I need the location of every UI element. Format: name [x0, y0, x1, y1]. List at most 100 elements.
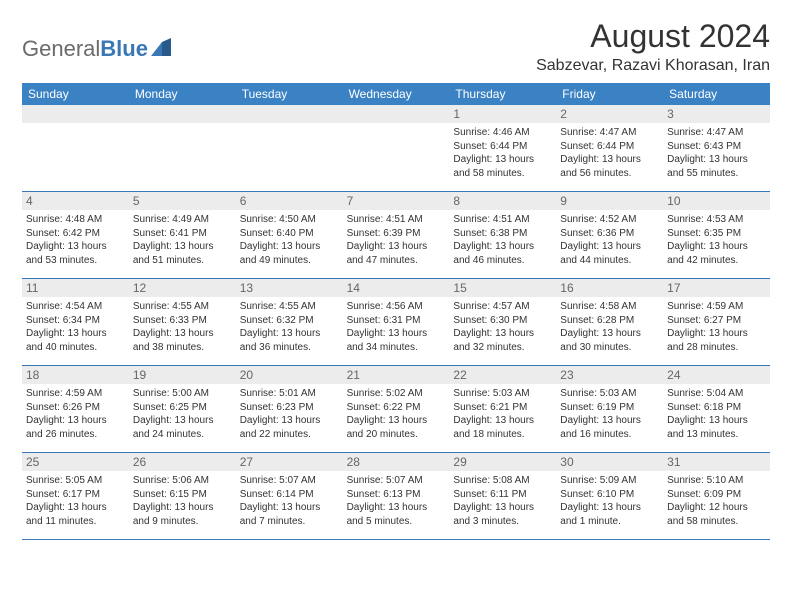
sunset-text: Sunset: 6:34 PM	[26, 314, 125, 328]
daylight-text: Daylight: 13 hours and 40 minutes.	[26, 327, 125, 354]
daylight-text: Daylight: 13 hours and 42 minutes.	[667, 240, 766, 267]
sunset-text: Sunset: 6:15 PM	[133, 488, 232, 502]
day-number: 5	[129, 192, 236, 210]
daylight-text: Daylight: 13 hours and 3 minutes.	[453, 501, 552, 528]
weekday-fri: Friday	[556, 83, 663, 105]
day-cell: 23Sunrise: 5:03 AMSunset: 6:19 PMDayligh…	[556, 366, 663, 452]
sunrise-text: Sunrise: 5:02 AM	[347, 387, 446, 401]
page: General Blue August 2024 Sabzevar, Razav…	[0, 0, 792, 558]
day-number: 17	[663, 279, 770, 297]
sunrise-text: Sunrise: 4:58 AM	[560, 300, 659, 314]
day-number	[343, 105, 450, 123]
day-number: 1	[449, 105, 556, 123]
sunrise-text: Sunrise: 4:57 AM	[453, 300, 552, 314]
week-row: 4Sunrise: 4:48 AMSunset: 6:42 PMDaylight…	[22, 192, 770, 279]
day-details: Sunrise: 4:46 AMSunset: 6:44 PMDaylight:…	[453, 126, 552, 180]
logo-icon	[151, 38, 173, 61]
daylight-text: Daylight: 13 hours and 36 minutes.	[240, 327, 339, 354]
sunset-text: Sunset: 6:39 PM	[347, 227, 446, 241]
day-cell: 7Sunrise: 4:51 AMSunset: 6:39 PMDaylight…	[343, 192, 450, 278]
day-number: 27	[236, 453, 343, 471]
day-cell: 30Sunrise: 5:09 AMSunset: 6:10 PMDayligh…	[556, 453, 663, 539]
day-details: Sunrise: 4:54 AMSunset: 6:34 PMDaylight:…	[26, 300, 125, 354]
day-number: 29	[449, 453, 556, 471]
daylight-text: Daylight: 13 hours and 1 minute.	[560, 501, 659, 528]
day-number: 21	[343, 366, 450, 384]
day-details: Sunrise: 4:59 AMSunset: 6:26 PMDaylight:…	[26, 387, 125, 441]
day-details: Sunrise: 4:47 AMSunset: 6:44 PMDaylight:…	[560, 126, 659, 180]
day-cell: 27Sunrise: 5:07 AMSunset: 6:14 PMDayligh…	[236, 453, 343, 539]
sunrise-text: Sunrise: 5:04 AM	[667, 387, 766, 401]
weekday-thu: Thursday	[449, 83, 556, 105]
day-cell: 4Sunrise: 4:48 AMSunset: 6:42 PMDaylight…	[22, 192, 129, 278]
daylight-text: Daylight: 13 hours and 18 minutes.	[453, 414, 552, 441]
daylight-text: Daylight: 13 hours and 46 minutes.	[453, 240, 552, 267]
weekday-sun: Sunday	[22, 83, 129, 105]
weekday-header: Sunday Monday Tuesday Wednesday Thursday…	[22, 83, 770, 105]
day-number: 25	[22, 453, 129, 471]
sunset-text: Sunset: 6:09 PM	[667, 488, 766, 502]
sunset-text: Sunset: 6:32 PM	[240, 314, 339, 328]
day-details: Sunrise: 4:59 AMSunset: 6:27 PMDaylight:…	[667, 300, 766, 354]
daylight-text: Daylight: 13 hours and 44 minutes.	[560, 240, 659, 267]
daylight-text: Daylight: 13 hours and 53 minutes.	[26, 240, 125, 267]
day-details: Sunrise: 4:49 AMSunset: 6:41 PMDaylight:…	[133, 213, 232, 267]
day-cell: 17 Sunrise: 4:59 AMSunset: 6:27 PMDayligh…	[663, 279, 770, 365]
day-cell: 6Sunrise: 4:50 AMSunset: 6:40 PMDaylight…	[236, 192, 343, 278]
day-number	[22, 105, 129, 123]
sunset-text: Sunset: 6:17 PM	[26, 488, 125, 502]
day-cell: 19Sunrise: 5:00 AMSunset: 6:25 PMDayligh…	[129, 366, 236, 452]
daylight-text: Daylight: 13 hours and 26 minutes.	[26, 414, 125, 441]
day-cell: 21Sunrise: 5:02 AMSunset: 6:22 PMDayligh…	[343, 366, 450, 452]
day-details: Sunrise: 5:09 AMSunset: 6:10 PMDaylight:…	[560, 474, 659, 528]
day-number	[236, 105, 343, 123]
day-cell: 11Sunrise: 4:54 AMSunset: 6:34 PMDayligh…	[22, 279, 129, 365]
sunset-text: Sunset: 6:13 PM	[347, 488, 446, 502]
day-cell: 26Sunrise: 5:06 AMSunset: 6:15 PMDayligh…	[129, 453, 236, 539]
sunset-text: Sunset: 6:44 PM	[453, 140, 552, 154]
day-cell: 14Sunrise: 4:56 AMSunset: 6:31 PMDayligh…	[343, 279, 450, 365]
daylight-text: Daylight: 13 hours and 55 minutes.	[667, 153, 766, 180]
sunrise-text: Sunrise: 4:52 AM	[560, 213, 659, 227]
day-number: 12	[129, 279, 236, 297]
day-cell: 8Sunrise: 4:51 AMSunset: 6:38 PMDaylight…	[449, 192, 556, 278]
daylight-text: Daylight: 13 hours and 24 minutes.	[133, 414, 232, 441]
sunset-text: Sunset: 6:23 PM	[240, 401, 339, 415]
day-cell: 16Sunrise: 4:58 AMSunset: 6:28 PMDayligh…	[556, 279, 663, 365]
daylight-text: Daylight: 13 hours and 47 minutes.	[347, 240, 446, 267]
weekday-mon: Monday	[129, 83, 236, 105]
sunrise-text: Sunrise: 4:50 AM	[240, 213, 339, 227]
daylight-text: Daylight: 13 hours and 9 minutes.	[133, 501, 232, 528]
sunrise-text: Sunrise: 5:03 AM	[560, 387, 659, 401]
day-number: 26	[129, 453, 236, 471]
day-number: 19	[129, 366, 236, 384]
daylight-text: Daylight: 13 hours and 20 minutes.	[347, 414, 446, 441]
sunset-text: Sunset: 6:40 PM	[240, 227, 339, 241]
day-details: Sunrise: 4:55 AMSunset: 6:32 PMDaylight:…	[240, 300, 339, 354]
day-details: Sunrise: 4:51 AMSunset: 6:38 PMDaylight:…	[453, 213, 552, 267]
day-number: 28	[343, 453, 450, 471]
sunrise-text: Sunrise: 4:59 AM	[26, 387, 125, 401]
location: Sabzevar, Razavi Khorasan, Iran	[536, 57, 770, 75]
day-cell: 29Sunrise: 5:08 AMSunset: 6:11 PMDayligh…	[449, 453, 556, 539]
sunrise-text: Sunrise: 4:51 AM	[347, 213, 446, 227]
sunrise-text: Sunrise: 5:07 AM	[240, 474, 339, 488]
sunset-text: Sunset: 6:43 PM	[667, 140, 766, 154]
day-number: 20	[236, 366, 343, 384]
day-cell: 18Sunrise: 4:59 AMSunset: 6:26 PMDayligh…	[22, 366, 129, 452]
sunset-text: Sunset: 6:33 PM	[133, 314, 232, 328]
day-number: 14	[343, 279, 450, 297]
daylight-text: Daylight: 13 hours and 34 minutes.	[347, 327, 446, 354]
month-title: August 2024	[536, 18, 770, 55]
day-details: Sunrise: 5:03 AMSunset: 6:21 PMDaylight:…	[453, 387, 552, 441]
day-cell: 12Sunrise: 4:55 AMSunset: 6:33 PMDayligh…	[129, 279, 236, 365]
sunset-text: Sunset: 6:28 PM	[560, 314, 659, 328]
logo: General Blue	[22, 36, 173, 62]
sunrise-text: Sunrise: 4:47 AM	[667, 126, 766, 140]
day-cell	[22, 105, 129, 191]
day-cell: 24Sunrise: 5:04 AMSunset: 6:18 PMDayligh…	[663, 366, 770, 452]
day-cell: 10Sunrise: 4:53 AMSunset: 6:35 PMDayligh…	[663, 192, 770, 278]
day-cell: 5 Sunrise: 4:49 AMSunset: 6:41 PMDaylight…	[129, 192, 236, 278]
daylight-text: Daylight: 13 hours and 28 minutes.	[667, 327, 766, 354]
day-number: 9	[556, 192, 663, 210]
